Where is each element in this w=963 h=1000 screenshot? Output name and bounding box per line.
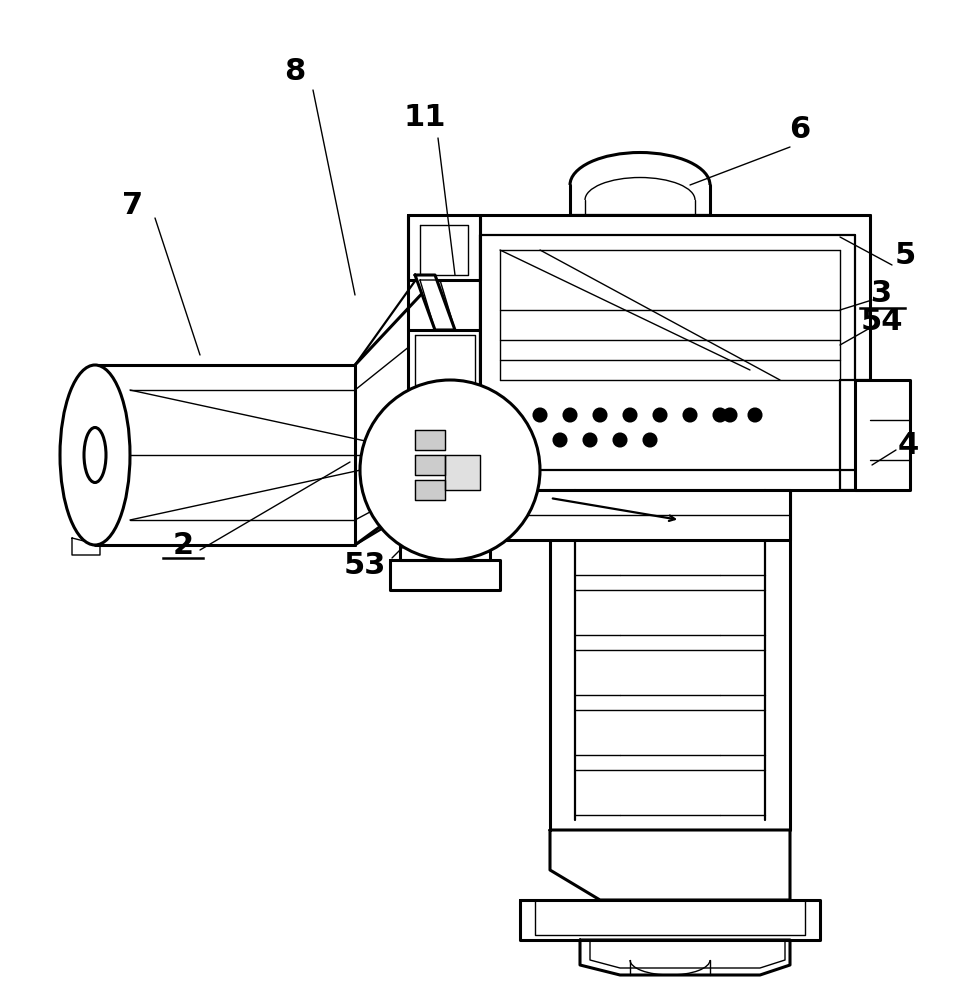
Polygon shape [390, 560, 500, 590]
Polygon shape [420, 225, 468, 275]
Text: 4: 4 [898, 430, 919, 460]
Polygon shape [840, 380, 870, 490]
Polygon shape [415, 455, 445, 475]
Polygon shape [580, 940, 790, 975]
Polygon shape [408, 215, 480, 280]
Circle shape [594, 409, 606, 421]
Text: 2: 2 [172, 530, 194, 560]
Polygon shape [420, 280, 455, 330]
Circle shape [554, 434, 566, 446]
Polygon shape [550, 830, 790, 900]
Text: B: B [407, 486, 432, 518]
Polygon shape [490, 490, 790, 540]
Polygon shape [415, 430, 445, 450]
Circle shape [564, 409, 576, 421]
Polygon shape [408, 510, 480, 540]
Polygon shape [535, 900, 805, 935]
Ellipse shape [60, 365, 130, 545]
Text: 54: 54 [861, 308, 903, 336]
Polygon shape [415, 275, 455, 330]
Circle shape [360, 380, 540, 560]
Text: 7: 7 [122, 190, 143, 220]
Circle shape [749, 409, 761, 421]
Text: 53: 53 [344, 550, 386, 580]
Polygon shape [520, 900, 820, 940]
Polygon shape [408, 330, 480, 390]
Polygon shape [445, 455, 480, 490]
Circle shape [714, 409, 726, 421]
Circle shape [654, 409, 666, 421]
Text: 11: 11 [403, 104, 446, 132]
Circle shape [624, 409, 636, 421]
Circle shape [684, 409, 696, 421]
Text: 8: 8 [284, 57, 305, 87]
Polygon shape [415, 335, 475, 385]
Text: 6: 6 [790, 115, 811, 144]
Circle shape [724, 409, 736, 421]
Circle shape [584, 434, 596, 446]
Polygon shape [415, 480, 445, 500]
Text: 3: 3 [872, 278, 893, 308]
Circle shape [614, 434, 626, 446]
Polygon shape [855, 380, 910, 490]
Polygon shape [72, 538, 100, 555]
Circle shape [534, 409, 546, 421]
Circle shape [644, 434, 656, 446]
Text: 5: 5 [895, 240, 916, 269]
Polygon shape [400, 540, 490, 560]
Ellipse shape [84, 428, 106, 483]
